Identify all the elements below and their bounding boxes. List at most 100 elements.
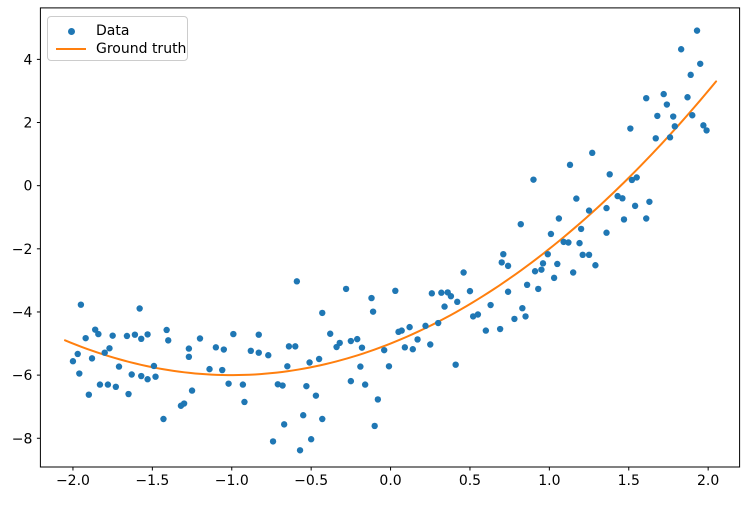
data-point	[220, 346, 228, 353]
data-marker-icon	[67, 27, 75, 35]
data-point	[123, 332, 131, 340]
data-point	[643, 95, 650, 102]
data-point	[319, 415, 326, 423]
data-point	[441, 303, 448, 310]
data-point	[284, 363, 291, 370]
data-point	[670, 113, 677, 120]
data-point	[206, 365, 213, 373]
data-point	[131, 331, 139, 338]
data-point	[487, 301, 494, 309]
data-point	[225, 380, 232, 387]
y-tick-label: 0	[23, 179, 32, 195]
legend-entry-data: Data	[54, 22, 179, 40]
data-point	[523, 281, 531, 289]
y-tick-label: −2	[12, 242, 33, 258]
data-point	[504, 262, 512, 270]
data-point	[496, 325, 504, 333]
data-point	[368, 294, 375, 302]
data-point	[185, 353, 193, 360]
data-point	[358, 344, 366, 351]
data-point	[409, 346, 416, 353]
data-point	[163, 326, 170, 334]
data-point	[414, 336, 421, 343]
data-point	[292, 343, 299, 350]
data-point	[700, 122, 707, 129]
data-point	[269, 438, 277, 445]
data-point	[303, 382, 310, 390]
data-point	[517, 220, 524, 228]
data-point	[460, 269, 467, 276]
data-point	[466, 287, 474, 295]
data-point	[212, 344, 220, 351]
data-point	[614, 192, 621, 200]
data-point	[585, 251, 593, 259]
data-point	[398, 327, 405, 334]
data-point	[392, 287, 399, 295]
legend-label-ground-truth: Ground truth	[96, 41, 187, 57]
data-point	[619, 195, 626, 202]
data-point	[69, 358, 77, 365]
data-point	[312, 392, 320, 399]
x-tick-label: 0.5	[459, 473, 481, 489]
data-point	[160, 415, 167, 423]
data-point	[592, 262, 599, 269]
data-point	[577, 225, 585, 233]
data-point	[569, 269, 577, 276]
data-point	[95, 330, 102, 338]
data-point	[544, 250, 551, 258]
data-point	[422, 322, 429, 330]
data-point	[128, 371, 135, 378]
data-point	[180, 400, 188, 407]
data-point	[185, 345, 193, 352]
data-point	[230, 330, 237, 338]
data-point	[535, 285, 542, 293]
x-axis-ticks: −2.0 −1.5 −1.0 −0.5 0.0 0.5 1.0 1.5 2.0	[56, 467, 719, 489]
data-point	[454, 298, 461, 306]
data-point	[538, 266, 545, 273]
data-point	[547, 230, 555, 238]
data-point	[336, 339, 343, 347]
data-point	[88, 355, 96, 362]
data-point	[255, 331, 262, 338]
data-point	[150, 362, 158, 370]
data-point	[573, 195, 580, 202]
data-point	[152, 373, 159, 380]
data-point	[104, 381, 112, 388]
data-point	[265, 352, 272, 359]
data-point	[101, 349, 108, 356]
legend-handle	[54, 27, 88, 35]
data-point	[652, 135, 659, 142]
data-point	[498, 259, 505, 266]
data-point	[306, 359, 313, 366]
data-point	[603, 204, 610, 212]
data-point	[144, 331, 151, 338]
data-point	[74, 350, 81, 358]
data-point	[381, 346, 388, 354]
data-point	[666, 134, 674, 141]
legend: Data Ground truth	[47, 16, 188, 61]
data-point	[643, 215, 650, 222]
data-point	[239, 381, 247, 388]
data-point	[247, 347, 255, 354]
x-tick-label: 1.5	[618, 473, 640, 489]
x-tick-label: −0.5	[294, 473, 328, 489]
data-point	[76, 370, 83, 377]
ground-truth-line-icon	[56, 48, 86, 50]
data-point	[138, 335, 145, 343]
data-point	[576, 239, 583, 247]
data-point	[293, 278, 301, 285]
data-point	[196, 335, 204, 342]
data-point	[319, 309, 326, 317]
data-point	[539, 260, 547, 267]
y-axis-ticks: −8 −6 −4 −2 0 2 4	[12, 52, 41, 447]
data-point	[144, 376, 151, 383]
data-point	[385, 363, 393, 370]
data-point	[219, 366, 226, 374]
data-point	[300, 412, 307, 419]
data-point	[660, 90, 667, 98]
data-point	[347, 337, 355, 345]
data-point	[91, 326, 99, 333]
data-point	[106, 345, 113, 352]
